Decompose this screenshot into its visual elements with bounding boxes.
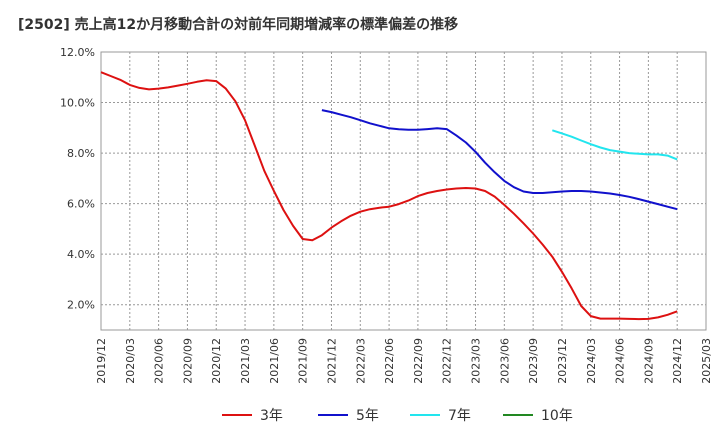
x-tick-label: 2024/12 <box>671 338 684 384</box>
x-tick-label: 2020/06 <box>153 338 166 384</box>
chart-legend: 3年 5年 7年 10年 <box>0 403 720 427</box>
x-tick-label: 2024/06 <box>614 338 627 384</box>
x-tick-label: 2024/09 <box>642 338 655 384</box>
x-tick-label: 2023/09 <box>527 338 540 384</box>
legend-label: 10年 <box>541 408 573 424</box>
legend-swatch <box>503 414 533 416</box>
x-tick-label: 2022/03 <box>354 338 367 384</box>
chart-title: [2502] 売上高12か月移動合計の対前年同期増減率の標準偏差の推移 <box>18 17 459 33</box>
x-tick-label: 2025/03 <box>700 338 713 384</box>
x-tick-label: 2022/12 <box>441 338 454 384</box>
series-line-7年 <box>551 129 678 161</box>
legend-item: 5年 <box>318 403 379 427</box>
plot-area <box>100 51 707 331</box>
y-tick-label: 12.0% <box>60 46 95 59</box>
x-tick-label: 2022/09 <box>412 338 425 384</box>
y-tick-label: 10.0% <box>60 97 95 110</box>
x-tick-label: 2020/09 <box>181 338 194 384</box>
legend-label: 3年 <box>260 408 283 424</box>
x-tick-label: 2023/12 <box>556 338 569 384</box>
series-line-3年 <box>100 71 678 321</box>
x-tick-label: 2020/12 <box>210 338 223 384</box>
legend-item: 3年 <box>222 403 283 427</box>
x-tick-label: 2021/03 <box>239 338 252 384</box>
x-tick-label: 2021/09 <box>297 338 310 384</box>
legend-swatch <box>318 414 348 416</box>
x-tick-label: 2022/06 <box>383 338 396 384</box>
x-tick-label: 2021/12 <box>325 338 338 384</box>
x-tick-label: 2024/03 <box>585 338 598 384</box>
y-tick-label: 4.0% <box>67 248 95 261</box>
y-tick-label: 8.0% <box>67 147 95 160</box>
legend-swatch <box>222 414 252 416</box>
x-tick-label: 2020/03 <box>124 338 137 384</box>
x-tick-label: 2023/03 <box>470 338 483 384</box>
legend-swatch <box>410 414 440 416</box>
y-tick-label: 2.0% <box>67 299 95 312</box>
x-tick-label: 2021/06 <box>268 338 281 384</box>
legend-label: 5年 <box>356 408 379 424</box>
legend-item: 7年 <box>410 403 471 427</box>
legend-label: 7年 <box>448 408 471 424</box>
series-line-5年 <box>321 109 678 211</box>
chart-plot: 2019/12 2020/03 2020/06 2020/09 2020/12 2021/… <box>60 46 713 384</box>
legend-item: 10年 <box>503 403 573 427</box>
y-tick-label: 6.0% <box>67 198 95 211</box>
x-tick-label: 2019/12 <box>95 338 108 384</box>
x-tick-label: 2023/06 <box>498 338 511 384</box>
